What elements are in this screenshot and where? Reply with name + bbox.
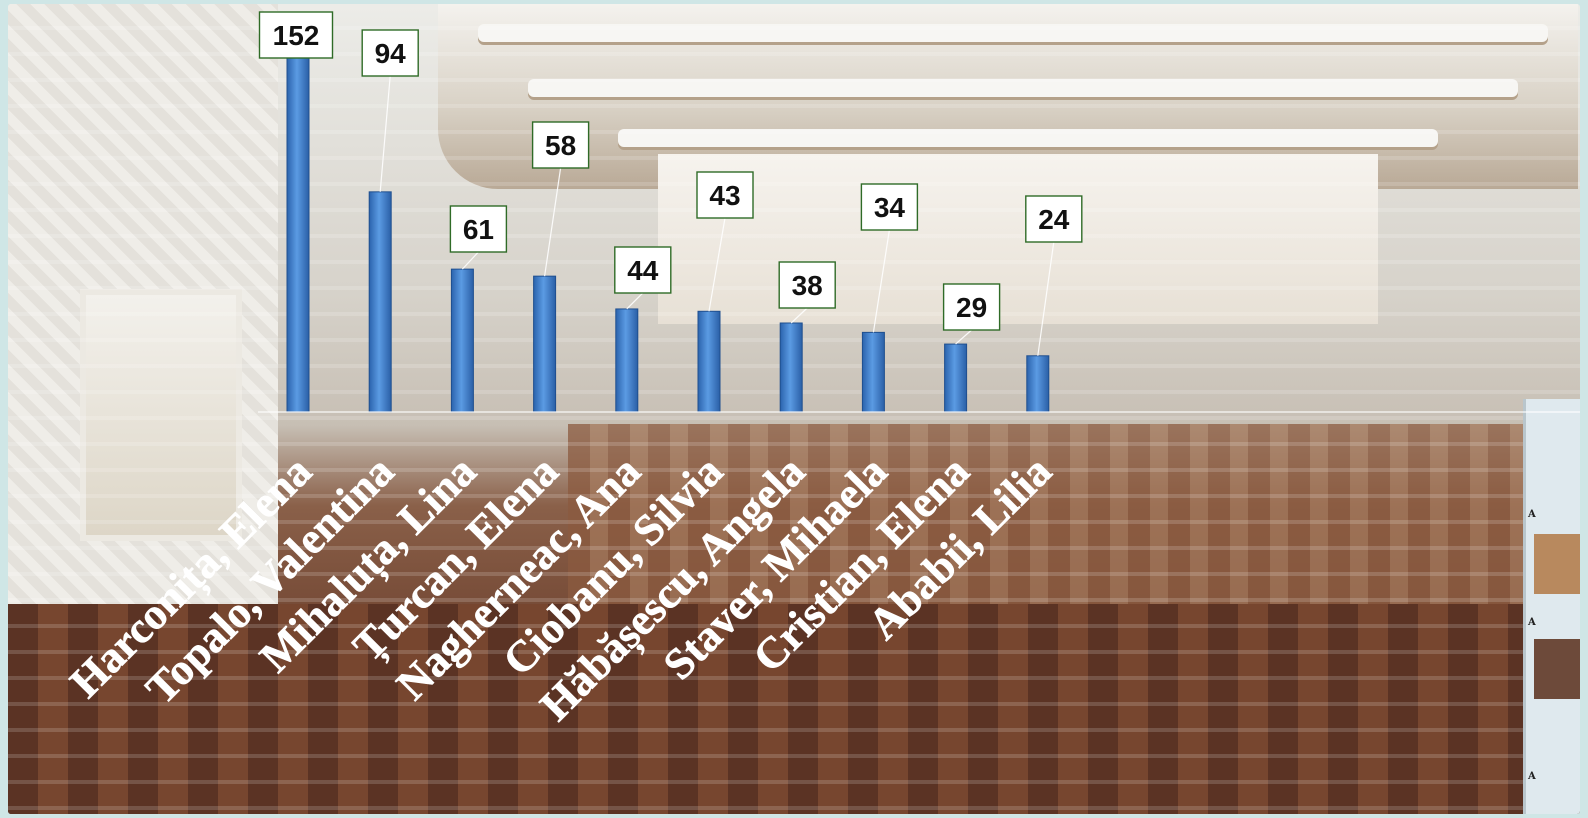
side-mark: A: [1528, 771, 1536, 782]
side-thumbnail: [1534, 534, 1580, 594]
leader-line-8: [872, 229, 890, 333]
side-mark: A: [1528, 617, 1536, 628]
data-label-2: 94: [375, 38, 407, 69]
data-label-box-7: [778, 261, 836, 309]
data-label-box-3: [449, 205, 508, 253]
bar-3: [450, 268, 474, 413]
data-label-box-9: [942, 283, 1001, 331]
doorway-decor: [80, 289, 242, 541]
leader-line-9: [955, 329, 972, 345]
leader-line-10: [1037, 241, 1055, 356]
data-label-box-5: [614, 246, 672, 294]
ceiling-beam: [478, 24, 1548, 42]
bar-2: [368, 191, 392, 413]
bar-7: [779, 322, 803, 413]
data-label-5: 44: [627, 255, 659, 286]
data-label-box-4: [531, 121, 590, 169]
window-decor: [658, 154, 1378, 324]
leader-line-7: [790, 307, 808, 324]
data-label-box-1: [258, 11, 334, 59]
bar-5: [615, 308, 639, 413]
data-label-6: 43: [709, 180, 740, 211]
leader-line-5: [626, 292, 644, 310]
bar-4: [533, 275, 557, 413]
leader-line-6: [708, 217, 726, 312]
data-label-box-10: [1025, 195, 1083, 243]
side-mark: A: [1528, 509, 1536, 520]
side-thumbnail-panel: A A A: [1523, 399, 1580, 814]
side-thumbnail: [1534, 639, 1580, 699]
data-label-3: 61: [463, 214, 494, 245]
slide-background: A A A 152 94 61 58 44 43 38 34 29 24 Harconița, E…: [8, 4, 1580, 814]
data-label-4: 58: [545, 130, 576, 161]
data-label-box-6: [696, 171, 754, 219]
ceiling-beam: [528, 79, 1518, 97]
leader-line-3: [461, 251, 479, 270]
balcony-railing-decor: [568, 424, 1580, 624]
data-label-1: 152: [273, 20, 320, 51]
ceiling-beam: [618, 129, 1438, 147]
bar-6: [697, 310, 721, 413]
data-label-8: 34: [874, 192, 906, 223]
bar-1: [286, 55, 310, 413]
data-label-10: 24: [1038, 204, 1070, 235]
data-label-box-8: [860, 183, 919, 231]
bar-9: [944, 343, 968, 413]
leader-line-2: [379, 75, 391, 192]
data-label-box-2: [361, 29, 419, 77]
data-label-7: 38: [792, 270, 823, 301]
leader-line-4: [544, 167, 562, 277]
pews-decor: [8, 604, 1580, 814]
bar-10: [1026, 355, 1050, 413]
bar-8: [861, 331, 885, 413]
data-label-9: 29: [956, 292, 987, 323]
